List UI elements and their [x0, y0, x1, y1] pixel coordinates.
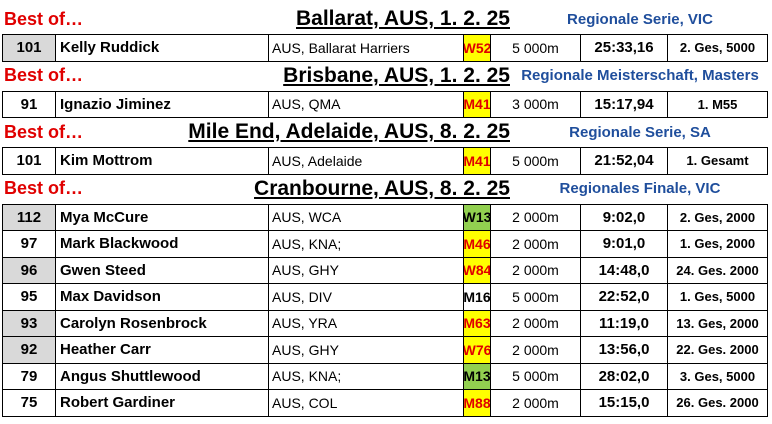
- score: 112: [2, 203, 56, 231]
- distance: 5 000m: [490, 362, 581, 390]
- club: AUS, COL: [268, 389, 464, 417]
- club: AUS, KNA;: [268, 230, 464, 258]
- age-category: M16: [463, 283, 491, 311]
- distance: 5 000m: [490, 34, 581, 62]
- athlete-name: Angus Shuttlewood: [55, 362, 269, 390]
- result: 22. Ges. 2000: [667, 336, 768, 364]
- athlete-name: Max Davidson: [55, 283, 269, 311]
- time: 9:02,0: [580, 203, 668, 231]
- club: AUS, KNA;: [268, 362, 464, 390]
- time: 21:52,04: [580, 147, 668, 175]
- section-series: Regionale Serie, SA: [569, 123, 711, 141]
- section-label: Best of…: [4, 178, 84, 198]
- result: 13. Ges, 2000: [667, 309, 768, 337]
- age-category: W13: [463, 203, 491, 231]
- distance: 5 000m: [490, 147, 581, 175]
- athlete-name: Mark Blackwood: [55, 230, 269, 258]
- time: 14:48,0: [580, 256, 668, 284]
- result: 3. Ges, 5000: [667, 362, 768, 390]
- score: 93: [2, 309, 56, 337]
- age-category: M41: [463, 147, 491, 175]
- age-category: W76: [463, 336, 491, 364]
- section-series: Regionale Serie, VIC: [567, 10, 713, 28]
- result: 24. Ges. 2000: [667, 256, 768, 284]
- athlete-name: Ignazio Jiminez: [55, 90, 269, 118]
- age-category: W84: [463, 256, 491, 284]
- club: AUS, QMA: [268, 90, 464, 118]
- club: AUS, DIV: [268, 283, 464, 311]
- athlete-name: Kelly Ruddick: [55, 34, 269, 62]
- age-category: M88: [463, 389, 491, 417]
- score: 101: [2, 147, 56, 175]
- club: AUS, Ballarat Harriers: [268, 34, 464, 62]
- result: 2. Ges, 2000: [667, 203, 768, 231]
- score: 75: [2, 389, 56, 417]
- score: 91: [2, 90, 56, 118]
- distance: 2 000m: [490, 336, 581, 364]
- time: 25:33,16: [580, 34, 668, 62]
- distance: 2 000m: [490, 309, 581, 337]
- section-series: Regionales Finale, VIC: [559, 180, 721, 197]
- age-category: M13: [463, 362, 491, 390]
- result: 26. Ges. 2000: [667, 389, 768, 417]
- athlete-name: Gwen Steed: [55, 256, 269, 284]
- athlete-name: Kim Mottrom: [55, 147, 269, 175]
- distance: 3 000m: [490, 90, 581, 118]
- section-label: Best of…: [4, 121, 84, 142]
- age-category: M46: [463, 230, 491, 258]
- age-category: W52: [463, 34, 491, 62]
- section-label: Best of…: [4, 65, 84, 85]
- section-label: Best of…: [4, 8, 84, 29]
- result: 1. Ges, 2000: [667, 230, 768, 258]
- club: AUS, GHY: [268, 336, 464, 364]
- age-category: M63: [463, 309, 491, 337]
- score: 79: [2, 362, 56, 390]
- time: 22:52,0: [580, 283, 668, 311]
- athlete-name: Heather Carr: [55, 336, 269, 364]
- section-place: Mile End, Adelaide, AUS, 8. 2. 25: [188, 120, 510, 143]
- result: 1. Ges, 5000: [667, 283, 768, 311]
- section-place: Cranbourne, AUS, 8. 2. 25: [254, 176, 510, 200]
- score: 101: [2, 34, 56, 62]
- athlete-name: Robert Gardiner: [55, 389, 269, 417]
- club: AUS, YRA: [268, 309, 464, 337]
- time: 11:19,0: [580, 309, 668, 337]
- distance: 2 000m: [490, 389, 581, 417]
- score: 92: [2, 336, 56, 364]
- club: AUS, GHY: [268, 256, 464, 284]
- result: 2. Ges, 5000: [667, 34, 768, 62]
- distance: 2 000m: [490, 256, 581, 284]
- distance: 5 000m: [490, 283, 581, 311]
- result: 1. M55: [667, 90, 768, 118]
- score: 95: [2, 283, 56, 311]
- section-place: Ballarat, AUS, 1. 2. 25: [296, 7, 510, 30]
- distance: 2 000m: [490, 230, 581, 258]
- athlete-name: Carolyn Rosenbrock: [55, 309, 269, 337]
- time: 28:02,0: [580, 362, 668, 390]
- athlete-name: Mya McCure: [55, 203, 269, 231]
- time: 15:17,94: [580, 90, 668, 118]
- time: 9:01,0: [580, 230, 668, 258]
- time: 15:15,0: [580, 389, 668, 417]
- club: AUS, Adelaide: [268, 147, 464, 175]
- club: AUS, WCA: [268, 203, 464, 231]
- score: 96: [2, 256, 56, 284]
- result: 1. Gesamt: [667, 147, 768, 175]
- score: 97: [2, 230, 56, 258]
- time: 13:56,0: [580, 336, 668, 364]
- section-series: Regionale Meisterschaft, Masters: [521, 67, 759, 84]
- distance: 2 000m: [490, 203, 581, 231]
- age-category: M41: [463, 90, 491, 118]
- section-place: Brisbane, AUS, 1. 2. 25: [283, 63, 510, 87]
